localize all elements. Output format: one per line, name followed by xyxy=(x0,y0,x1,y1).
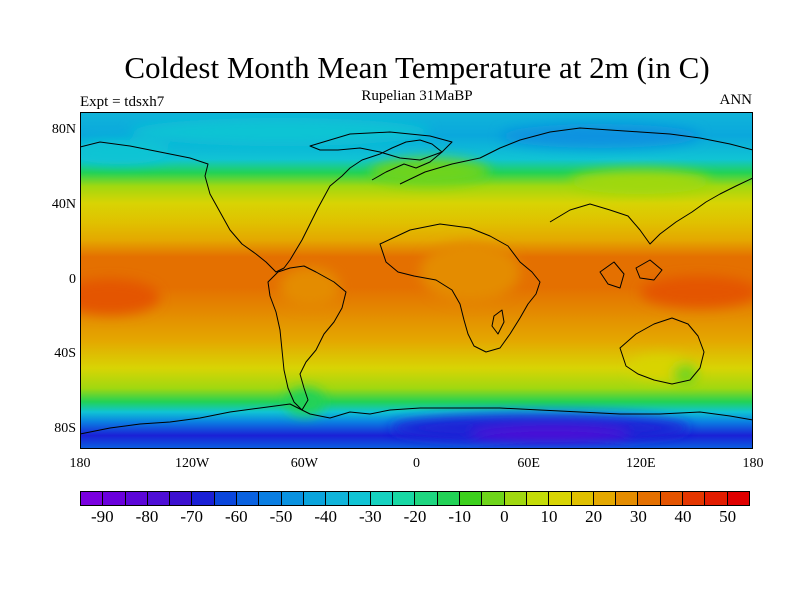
colorbar-label: -70 xyxy=(180,507,203,526)
lon-tick-label: 180 xyxy=(742,456,764,471)
colorbar-swatch xyxy=(125,492,148,505)
colorbar-label: -20 xyxy=(403,507,427,526)
coastlines xyxy=(80,127,753,435)
colorbar-label: 10 xyxy=(540,507,558,526)
colorbar-label: -40 xyxy=(314,507,337,526)
coastline-eurasia xyxy=(399,127,753,245)
colorbar-swatch xyxy=(259,492,282,505)
lon-tick-label: 120W xyxy=(175,456,210,471)
coastline-greenland xyxy=(309,131,453,161)
lat-tick-label: 40N xyxy=(51,196,76,212)
colorbar-swatch xyxy=(437,492,461,505)
experiment-label: Expt = tdsxh7 xyxy=(80,94,165,110)
colorbar-swatch xyxy=(326,492,349,505)
colorbar-swatch xyxy=(504,492,527,505)
lon-tick-label: 60W xyxy=(290,456,318,471)
lon-tick-label: 60E xyxy=(517,456,540,471)
colorbar-label: 0 xyxy=(500,507,509,526)
colorbar-swatch xyxy=(348,492,371,505)
colorbar-swatch xyxy=(460,492,483,505)
colorbar-swatch xyxy=(192,492,215,505)
colorbar-swatch xyxy=(303,492,327,505)
colorbar-swatch xyxy=(683,492,706,505)
chart-title: Coldest Month Mean Temperature at 2m (in… xyxy=(124,50,710,85)
lon-tick-label: 180 xyxy=(69,456,91,471)
colorbar-label: -60 xyxy=(224,507,248,526)
colorbar-swatch xyxy=(482,492,505,505)
colorbar-label: -90 xyxy=(90,507,114,526)
temperature-map xyxy=(80,112,753,449)
season-label: ANN xyxy=(719,92,753,108)
lat-tick-label: 0 xyxy=(69,271,76,287)
colorbar-label: 30 xyxy=(629,507,647,526)
coastline-southeast-asia xyxy=(599,259,663,289)
lat-tick-label: 80S xyxy=(54,421,76,437)
colorbar-swatch xyxy=(705,492,728,505)
colorbar-swatch xyxy=(660,492,684,505)
lat-tick-label: 80N xyxy=(51,121,76,137)
colorbar-swatch xyxy=(593,492,617,505)
colorbar-swatch xyxy=(616,492,639,505)
lat-tick-label: 40S xyxy=(54,346,76,362)
colorbar-label: -30 xyxy=(358,507,382,526)
colorbar-label: 50 xyxy=(719,507,737,526)
colorbar-swatch xyxy=(281,492,304,505)
colorbar-label: 40 xyxy=(674,507,692,526)
colorbar-swatch xyxy=(103,492,126,505)
colorbar-label: -50 xyxy=(269,507,293,526)
lon-tick-label: 120E xyxy=(626,456,656,471)
colorbar-swatch xyxy=(727,492,749,505)
colorbar-label: -80 xyxy=(135,507,159,526)
chart-subtitle: Rupelian 31MaBP xyxy=(361,88,473,104)
coastline-south-america xyxy=(267,265,347,411)
colorbar-swatch xyxy=(549,492,572,505)
coastline-north-america xyxy=(80,139,443,273)
colorbar-swatch xyxy=(214,492,238,505)
colorbar-swatch xyxy=(571,492,594,505)
lon-tick-label: 0 xyxy=(413,456,420,471)
map-frame xyxy=(80,112,753,449)
coastline-africa xyxy=(379,223,541,353)
colorbar-label: -10 xyxy=(448,507,471,526)
colorbar xyxy=(80,491,750,506)
coastline-madagascar xyxy=(491,309,505,335)
colorbar-swatch xyxy=(370,492,394,505)
colorbar-swatch xyxy=(147,492,171,505)
colorbar-swatch xyxy=(170,492,193,505)
colorbar-swatch xyxy=(393,492,416,505)
colorbar-swatch xyxy=(415,492,438,505)
colorbar-swatch xyxy=(638,492,661,505)
colorbar-swatch xyxy=(81,492,104,505)
coastline-australia xyxy=(619,317,705,385)
colorbar-label: 20 xyxy=(585,507,603,526)
colorbar-swatch xyxy=(237,492,260,505)
colorbar-swatch xyxy=(526,492,550,505)
coastline-antarctica xyxy=(80,403,753,435)
